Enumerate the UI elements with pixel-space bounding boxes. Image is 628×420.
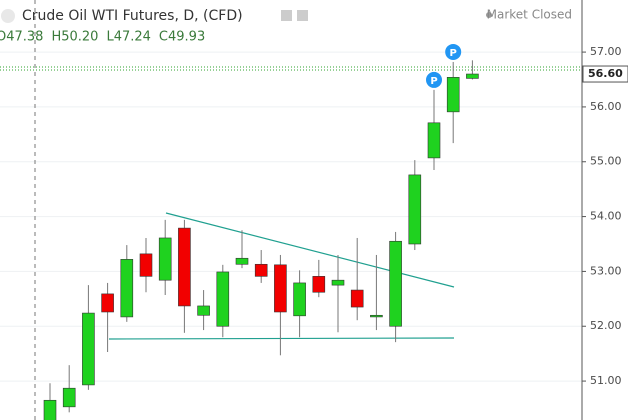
candle-body: [446, 77, 460, 113]
candle-body: [312, 276, 326, 293]
candle-body: [101, 293, 114, 313]
y-tick-label: 54.00: [590, 210, 622, 223]
last-price-box: [582, 65, 628, 83]
ohlc-label: O47.38: [0, 30, 43, 45]
candle-body: [62, 387, 76, 408]
candle-body: [235, 257, 249, 265]
settings-icon[interactable]: [297, 10, 308, 21]
trend-line: [108, 337, 455, 340]
marker: [445, 43, 462, 60]
chart-title: Crude Oil WTI Futures, D, (CFD): [22, 8, 243, 24]
y-tick-label: 55.00: [590, 155, 622, 168]
candle-body: [216, 271, 230, 327]
candle-body: [158, 237, 172, 281]
ohlc-label: L47.24: [106, 30, 150, 45]
trend-line: [165, 212, 455, 288]
candle-body: [178, 227, 191, 307]
candle-body: [466, 73, 479, 79]
ohlc-label: C49.93: [159, 30, 205, 45]
candle-body: [331, 279, 345, 286]
settings-icon[interactable]: [281, 10, 292, 21]
candle-body: [274, 264, 287, 313]
candle-body: [389, 240, 402, 327]
candle-body: [139, 253, 153, 277]
candle-body: [120, 259, 134, 318]
candle-body: [427, 122, 441, 159]
symbol-icon: [1, 9, 15, 23]
ohlc-label: H50.20: [51, 30, 98, 45]
market-status: Market Closed: [487, 8, 572, 22]
status-dot: [486, 12, 492, 18]
marker-label: P: [450, 48, 457, 59]
y-tick-label: 56.00: [590, 100, 622, 113]
candle-body: [254, 263, 268, 277]
candle-body: [408, 174, 422, 245]
candle-body: [197, 305, 210, 316]
marker-label: P: [430, 76, 437, 87]
y-tick-label: 53.00: [590, 264, 622, 277]
candle-body: [82, 312, 95, 386]
last-price-label: 56.60: [588, 67, 623, 80]
y-tick-label: 51.00: [590, 374, 622, 387]
y-tick-label: 57.00: [590, 45, 622, 58]
candle-body: [293, 282, 306, 317]
candle-body: [43, 399, 57, 420]
y-tick-label: 52.00: [590, 319, 622, 332]
candle-body: [370, 314, 383, 318]
candle-body: [350, 289, 364, 308]
marker: [426, 71, 442, 88]
